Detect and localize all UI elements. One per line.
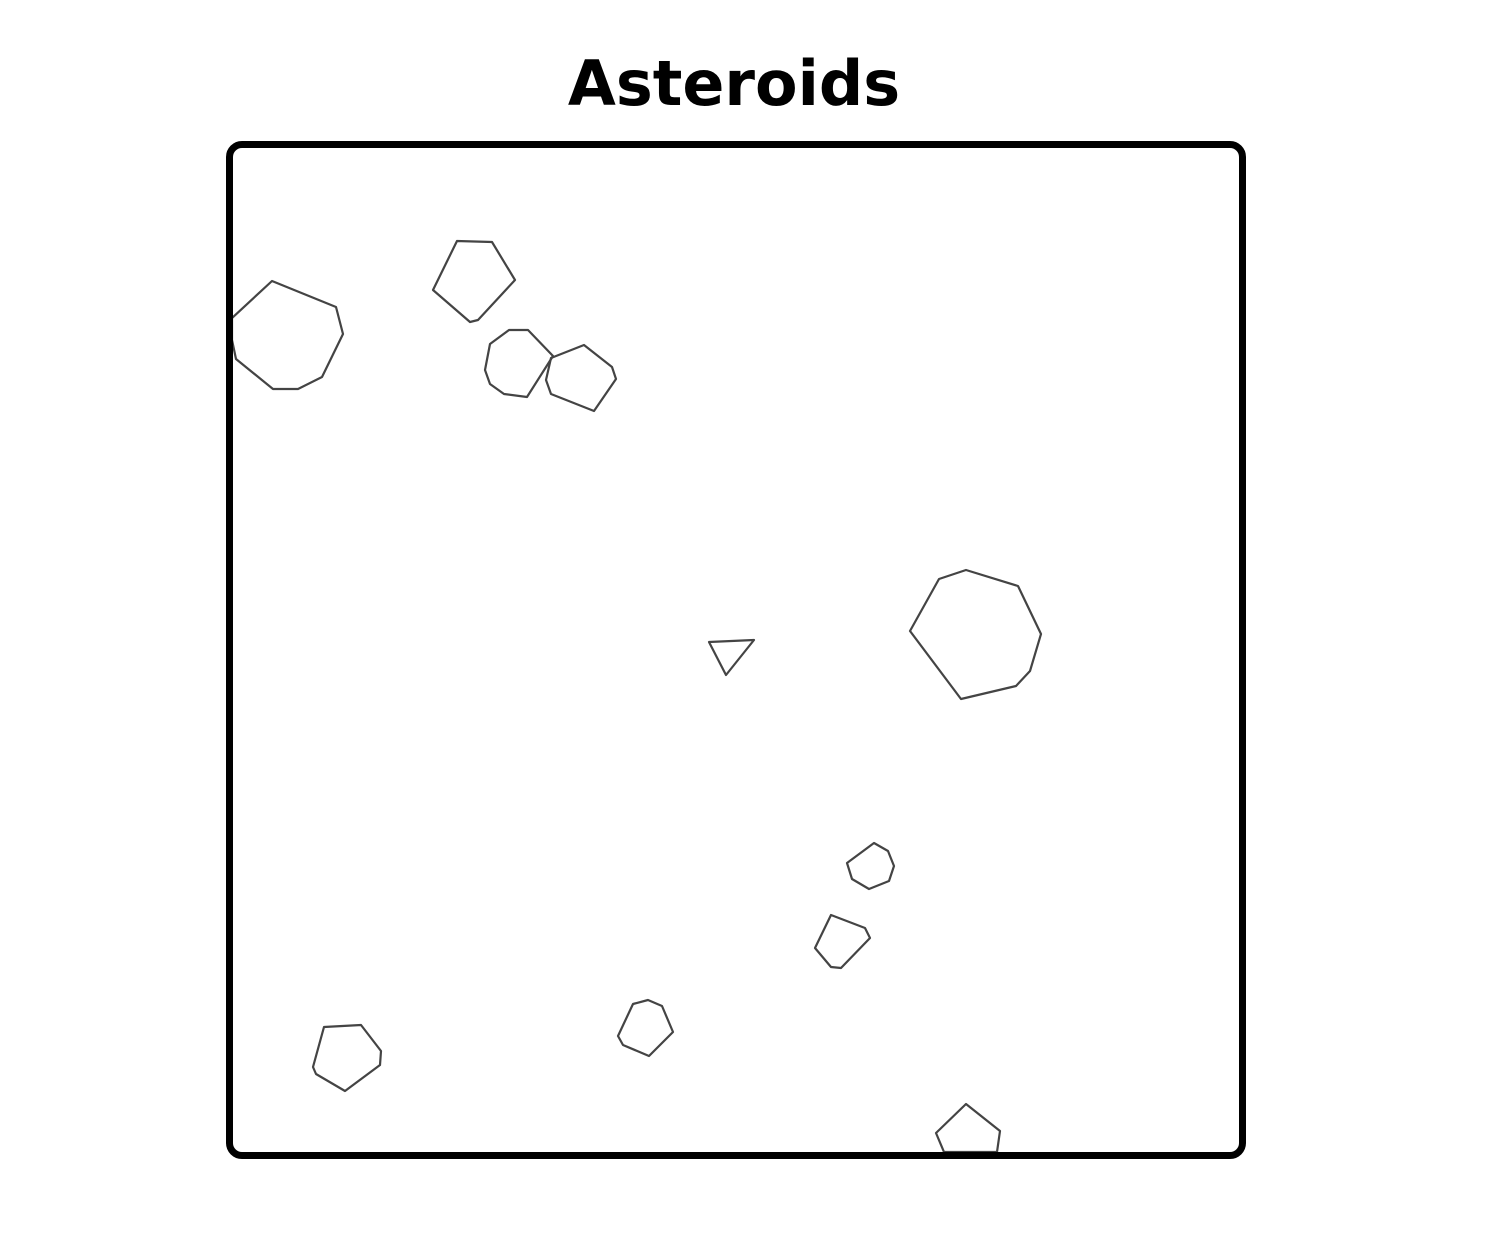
asteroid-cluster-left: [483, 328, 555, 399]
asteroid-small-bottom-center: [616, 998, 675, 1058]
asteroid-large-left: [233, 279, 345, 391]
asteroid-pentagon-top: [431, 239, 517, 324]
game-area[interactable]: [226, 141, 1246, 1159]
player-ship: [707, 638, 756, 677]
asteroid-bottom-left: [311, 1023, 383, 1093]
asteroid-cluster-right: [544, 343, 618, 413]
page-title: Asteroids: [567, 47, 901, 120]
game-canvas[interactable]: [233, 148, 1239, 1152]
asteroid-bottom-edge: [934, 1102, 1002, 1152]
asteroid-small-lower-center: [813, 913, 872, 970]
asteroid-large-right: [908, 568, 1043, 701]
asteroid-small-center-right: [845, 841, 896, 891]
